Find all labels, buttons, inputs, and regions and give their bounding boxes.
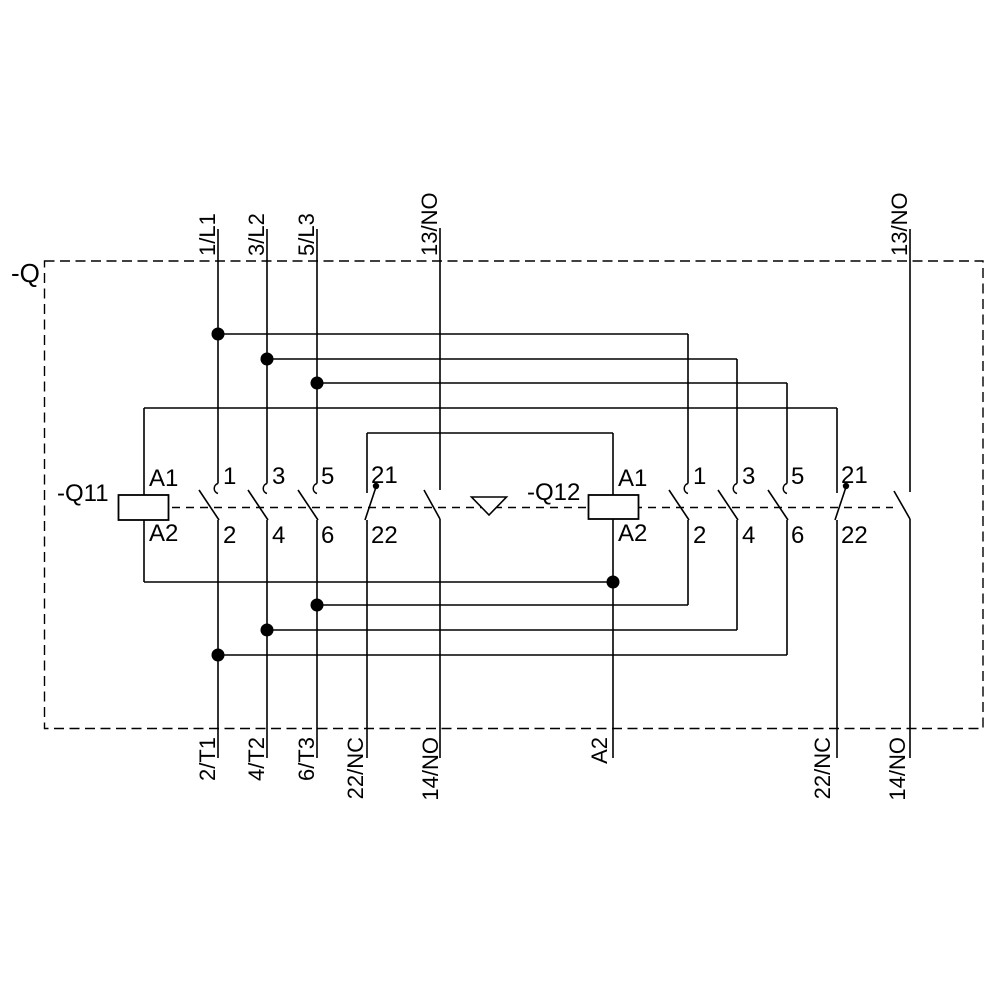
mechanical-interlock-triangle-icon [469, 496, 509, 517]
q11-pole2-top: 3 [272, 463, 285, 490]
q11-aux-22: 22 [371, 522, 398, 549]
nc-contact-point-q11 [372, 482, 380, 490]
q12-aux-21: 21 [841, 462, 868, 489]
q11-reference: -Q11 [57, 480, 109, 507]
q11-pole2-bottom: 4 [272, 522, 285, 549]
q12-pole3-top: 5 [791, 463, 804, 490]
terminal-label-22NC-q12: 22/NC [810, 737, 835, 799]
main-contact-arcs [213, 482, 788, 495]
terminal-label-14NO-q12: 14/NO [885, 737, 910, 801]
contact-blades [198, 482, 911, 521]
q12-coil [587, 494, 640, 520]
top-terminal-labels: 1/L1 3/L2 5/L3 13/NO 13/NO [195, 192, 912, 256]
assembly-boundary-frame [43, 260, 984, 730]
junction-dots [211, 327, 620, 662]
frame-label: -Q [11, 258, 40, 288]
q11-pole3-bottom: 6 [321, 522, 334, 549]
terminal-label-2T1: 2/T1 [195, 737, 220, 781]
q12-pole1-top: 1 [693, 463, 706, 490]
q12-pole1-bottom: 2 [693, 522, 706, 549]
terminal-label-5L3: 5/L3 [294, 213, 319, 256]
q11-pole1-top: 1 [223, 463, 236, 490]
q12-coil-a1: A1 [618, 465, 647, 492]
wires [143, 228, 911, 758]
q12-aux-22: 22 [841, 522, 868, 549]
terminal-label-6T3: 6/T3 [294, 737, 319, 781]
terminal-label-13NO-q12: 13/NO [887, 192, 912, 256]
q11-pole3-top: 5 [321, 463, 334, 490]
q12-pole3-bottom: 6 [791, 522, 804, 549]
terminal-label-13NO-q11: 13/NO [417, 192, 442, 256]
q12-pole2-bottom: 4 [742, 522, 755, 549]
q11-coil-a2: A2 [149, 520, 178, 547]
q12-labels: -Q12 A1 A2 1 2 3 4 5 6 21 22 [527, 462, 868, 549]
terminal-label-22NC-q11: 22/NC [343, 737, 368, 799]
nc-contact-point-q12 [842, 482, 850, 490]
q11-labels: -Q11 A1 A2 1 2 3 4 5 6 21 22 [57, 462, 398, 549]
q11-coil [117, 494, 170, 521]
bottom-terminal-labels: 2/T1 4/T2 6/T3 22/NC 14/NO A2 22/NC 14/N… [195, 737, 910, 801]
q12-pole2-top: 3 [742, 463, 755, 490]
q12-coil-a2: A2 [618, 520, 647, 547]
terminal-label-A2: A2 [587, 737, 612, 764]
q11-pole1-bottom: 2 [223, 522, 236, 549]
terminal-label-1L1: 1/L1 [195, 213, 220, 256]
q11-aux-21: 21 [371, 462, 398, 489]
terminal-label-4T2: 4/T2 [244, 737, 269, 781]
q12-reference: -Q12 [527, 479, 580, 506]
q11-coil-a1: A1 [149, 465, 178, 492]
terminal-label-3L2: 3/L2 [244, 213, 269, 256]
terminal-label-14NO-q11: 14/NO [418, 737, 443, 801]
